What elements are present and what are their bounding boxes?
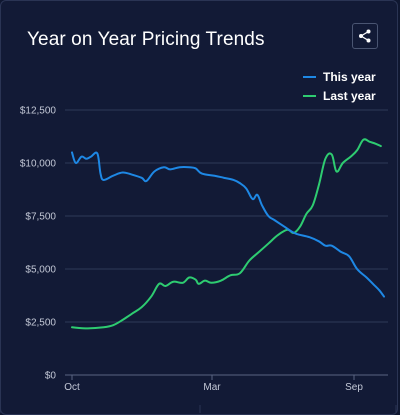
x-tick-label: Mar [203, 382, 221, 393]
y-tick-label: $0 [45, 371, 57, 382]
legend-label-this-year: This year [323, 69, 376, 84]
series-line-last-year[interactable] [71, 138, 382, 330]
y-tick-label: $5,000 [25, 265, 56, 276]
legend-swatch-this-year [303, 75, 316, 78]
y-tick-label: $2,500 [25, 318, 56, 329]
chart-legend: This year Last year [303, 67, 376, 105]
chart-title: Year on Year Pricing Trends [27, 29, 265, 50]
chart-grid [0, 109, 397, 413]
legend-swatch-last-year [303, 94, 316, 97]
share-icon [359, 29, 371, 43]
x-tick-label: Sep [345, 382, 363, 393]
series-line-this-year[interactable] [71, 151, 385, 298]
legend-item-this-year[interactable]: This year [303, 67, 376, 86]
y-tick-label: $7,500 [25, 212, 56, 223]
y-tick-label: $10,000 [20, 159, 57, 170]
legend-item-last-year[interactable]: Last year [303, 86, 376, 105]
share-button[interactable] [352, 23, 378, 49]
x-axis-labels: Oct Mar Sep [64, 382, 363, 393]
legend-label-last-year: Last year [323, 88, 376, 103]
y-tick-label: $12,500 [20, 106, 57, 117]
chart-series [71, 138, 385, 330]
x-tick-label: Oct [64, 382, 80, 393]
y-axis-labels: $12,500 $10,000 $7,500 $5,000 $2,500 $0 [20, 106, 57, 382]
